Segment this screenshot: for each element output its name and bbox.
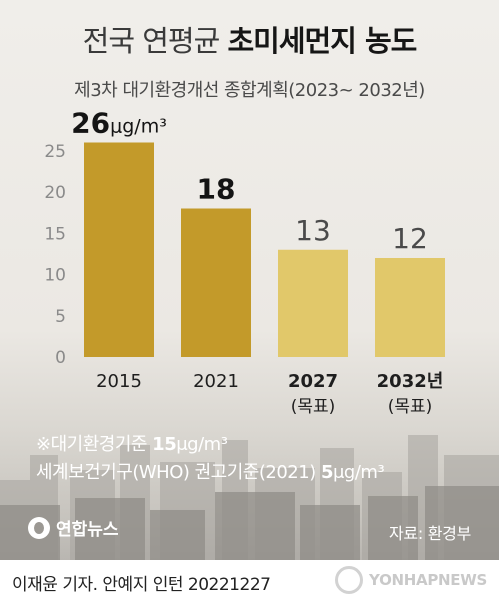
x-tick-sublabel: (목표) — [291, 397, 336, 417]
bars-group: 26μg/m³ 2015 18 2021 13 2027 (목표) 12 2032년 (목표) — [71, 107, 445, 417]
value-label: 13 — [295, 214, 331, 247]
watermark: YONHAPNEWS — [335, 566, 487, 594]
y-axis: 0 5 10 15 20 25 — [44, 142, 66, 368]
unit-label: μg/m³ — [110, 116, 167, 138]
bar-2015 — [84, 142, 154, 357]
note-air-quality-standard: ※대기환경기준 15μg/m³ — [36, 434, 228, 455]
chart-subtitle: 제3차 대기환경개선 종합계획(2023~ 2032년) — [74, 80, 425, 101]
value-label: 18 — [197, 173, 236, 206]
value-label: 12 — [392, 222, 428, 255]
x-tick-sublabel: (목표) — [388, 397, 433, 417]
bar-2027 — [278, 249, 348, 357]
y-tick-label: 20 — [44, 183, 66, 203]
y-tick-label: 0 — [55, 348, 66, 368]
yonhap-logo-icon — [28, 516, 50, 539]
y-tick-label: 25 — [44, 142, 66, 162]
footer-bar: 이재윤 기자. 안예지 인턴 20221227 YONHAPNEWS — [0, 560, 499, 604]
x-tick-label: 2015 — [96, 371, 142, 392]
value-label: 26μg/m³ — [71, 107, 167, 140]
y-tick-label: 10 — [44, 266, 66, 286]
credit-line: 이재윤 기자. 안예지 인턴 20221227 — [12, 575, 271, 595]
chart-title: 전국 연평균 초미세먼지 농도 — [82, 24, 418, 58]
x-tick-label: 2032년 — [377, 371, 444, 392]
x-tick-label: 2027 — [288, 371, 338, 392]
y-tick-label: 5 — [55, 307, 66, 327]
bar-2021 — [181, 208, 251, 357]
bar-2032년 — [375, 258, 445, 357]
note-who-guideline: 세계보건기구(WHO) 권고기준(2021) 5μg/m³ — [36, 462, 385, 483]
watermark-circle-icon — [335, 566, 364, 594]
source-label: 자료: 환경부 — [389, 524, 471, 543]
yonhap-logo: 연합뉴스 — [28, 515, 119, 540]
x-tick-label: 2021 — [193, 371, 239, 392]
y-tick-label: 15 — [44, 224, 66, 244]
